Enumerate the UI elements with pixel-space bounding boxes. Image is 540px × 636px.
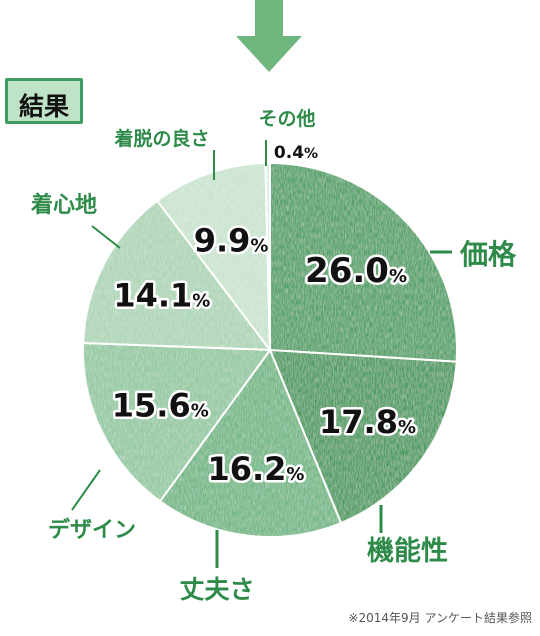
- leader-line: [71, 469, 101, 511]
- pie-slice: [268, 348, 458, 525]
- category-label: 価格: [459, 238, 517, 271]
- pie-slice: [269, 161, 458, 363]
- leader-line: [91, 225, 121, 249]
- pie-slice: [82, 199, 273, 352]
- category-label: 着脱の良さ: [114, 127, 209, 150]
- value-label: 14.1%: [113, 277, 210, 315]
- value-label: 26.0%: [305, 251, 407, 291]
- down-arrow-icon: [236, 0, 302, 72]
- category-label: その他: [258, 107, 315, 130]
- category-label: 着心地: [30, 192, 97, 218]
- category-label: デザイン: [48, 517, 136, 543]
- pie-slice: [155, 162, 272, 354]
- pie-slice: [158, 347, 343, 538]
- result-badge-label: 結果: [18, 92, 69, 121]
- pie-slice: [82, 341, 272, 503]
- value-label: 16.2%: [207, 450, 304, 488]
- category-label: 丈夫さ: [179, 575, 254, 604]
- value-label: 15.6%: [112, 386, 209, 424]
- value-label: 17.8%: [319, 403, 416, 441]
- category-label: 機能性: [367, 535, 448, 567]
- result-badge: 結果: [5, 78, 83, 124]
- survey-note: ※2014年9月 アンケート結果参照: [348, 611, 532, 625]
- value-label: 0.4%: [274, 143, 318, 163]
- value-label: 9.9%: [194, 222, 269, 260]
